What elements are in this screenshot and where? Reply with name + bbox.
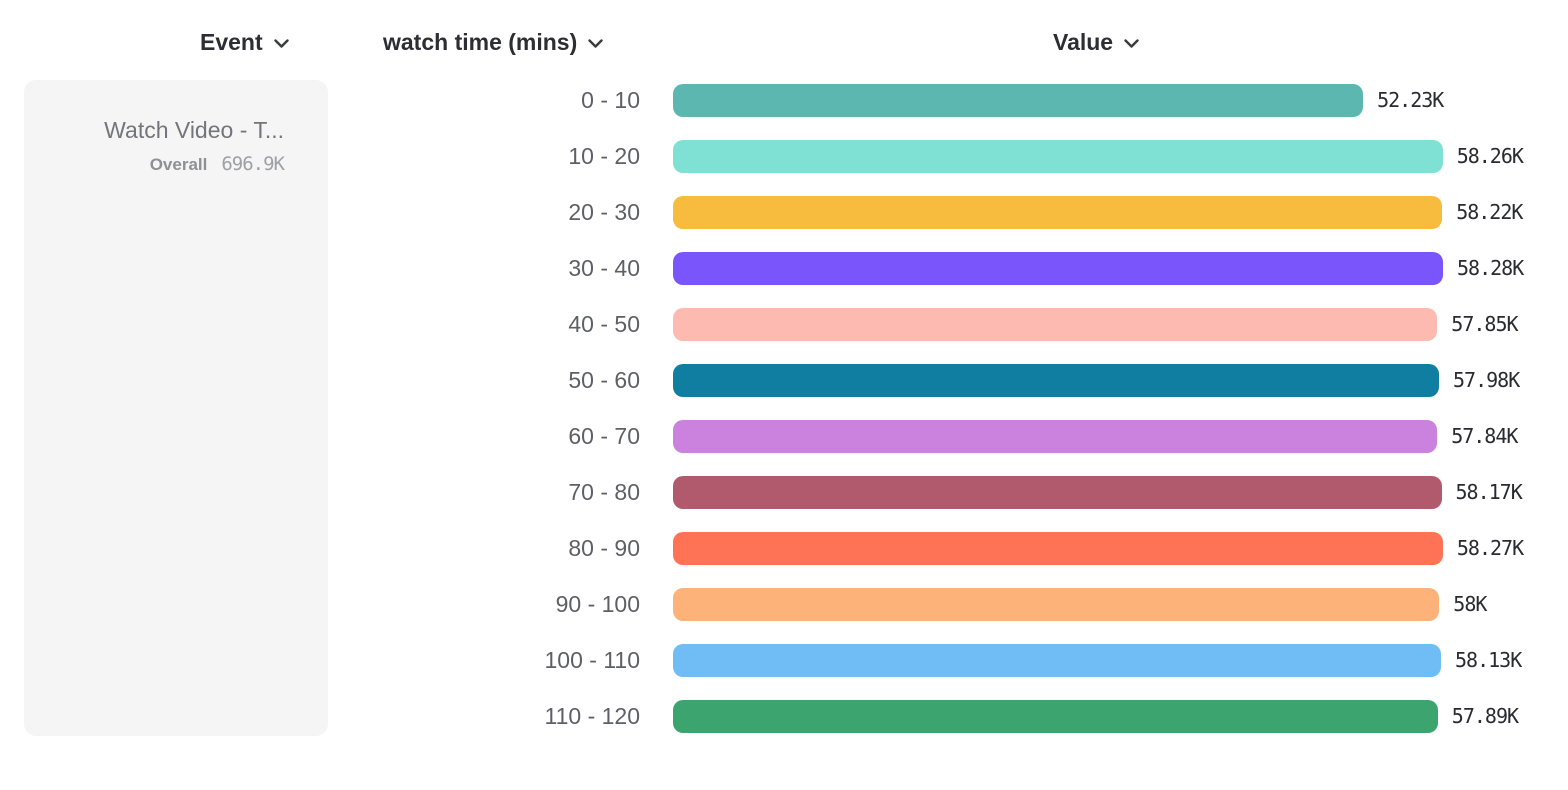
bar[interactable]	[673, 699, 1438, 733]
bar-row: 70 - 80 58.17K	[0, 464, 1568, 520]
bar-value-label: 58.17K	[1455, 480, 1523, 504]
bar[interactable]	[673, 195, 1443, 229]
bucket-label: 0 - 10	[581, 86, 640, 113]
bar[interactable]	[673, 643, 1441, 677]
bar-row: 90 - 100 58K	[0, 576, 1568, 632]
bucket-label: 70 - 80	[568, 478, 640, 505]
bar-row: 30 - 40 58.28K	[0, 240, 1568, 296]
bar[interactable]	[673, 251, 1443, 285]
overall-value: 696.9K	[221, 153, 285, 175]
breakdown-column-label: watch time (mins)	[383, 29, 578, 55]
bar[interactable]	[673, 419, 1438, 453]
bar-value-label: 58.13K	[1455, 648, 1522, 672]
bucket-label: 20 - 30	[568, 198, 640, 225]
breakdown-column-header[interactable]: watch time (mins)	[383, 28, 603, 56]
bar-value-label: 58K	[1453, 592, 1487, 616]
bucket-label: 110 - 120	[544, 702, 640, 729]
bar-value-label: 58.26K	[1456, 144, 1524, 168]
bar[interactable]	[673, 83, 1364, 117]
event-overall-row: Overall 696.9K	[40, 153, 285, 175]
bucket-label: 90 - 100	[555, 590, 640, 617]
bar[interactable]	[673, 531, 1443, 565]
bar-rows: 0 - 10 52.23K 10 - 20 58.26K 20 - 30 58.22K 30…	[0, 72, 1568, 744]
bucket-label: 10 - 20	[568, 142, 640, 169]
bar-value-label: 52.23K	[1377, 88, 1444, 112]
bar-value-label: 58.22K	[1456, 200, 1523, 224]
bucket-label: 60 - 70	[568, 422, 640, 449]
bar-row: 20 - 30 58.22K	[0, 184, 1568, 240]
bucket-label: 80 - 90	[568, 534, 640, 561]
bar-value-label: 58.27K	[1456, 536, 1524, 560]
event-card[interactable]: Watch Video - T... Overall 696.9K	[24, 80, 328, 736]
bucket-label: 50 - 60	[568, 366, 640, 393]
bar-row: 40 - 50 57.85K	[0, 296, 1568, 352]
value-column-label: Value	[1053, 29, 1114, 55]
value-column-header[interactable]: Value	[1053, 28, 1139, 56]
bar[interactable]	[673, 307, 1438, 341]
chevron-down-icon	[588, 38, 603, 48]
bucket-label: 40 - 50	[568, 310, 640, 337]
overall-label: Overall	[149, 155, 208, 174]
bucket-label: 100 - 110	[544, 646, 640, 673]
bar-value-label: 58.28K	[1457, 256, 1524, 280]
bar[interactable]	[673, 475, 1442, 509]
bar[interactable]	[673, 587, 1440, 621]
bar-value-label: 57.85K	[1451, 312, 1518, 336]
chevron-down-icon	[273, 38, 289, 48]
bar-row: 10 - 20 58.26K	[0, 128, 1568, 184]
event-column-header[interactable]: Event	[200, 28, 289, 56]
bar-row: 0 - 10 52.23K	[0, 72, 1568, 128]
chevron-down-icon	[1124, 38, 1139, 48]
bucket-label: 30 - 40	[568, 254, 640, 281]
event-column-label: Event	[200, 29, 263, 55]
bar-row: 60 - 70 57.84K	[0, 408, 1568, 464]
bar-value-label: 57.89K	[1451, 704, 1519, 728]
event-title: Watch Video - T...	[104, 117, 284, 143]
bar-value-label: 57.84K	[1451, 424, 1518, 448]
bar-row: 110 - 120 57.89K	[0, 688, 1568, 744]
bar-value-label: 57.98K	[1453, 368, 1520, 392]
bar[interactable]	[673, 363, 1439, 397]
bar-row: 80 - 90 58.27K	[0, 520, 1568, 576]
bar-row: 100 - 110 58.13K	[0, 632, 1568, 688]
bar[interactable]	[673, 139, 1443, 173]
bar-row: 50 - 60 57.98K	[0, 352, 1568, 408]
